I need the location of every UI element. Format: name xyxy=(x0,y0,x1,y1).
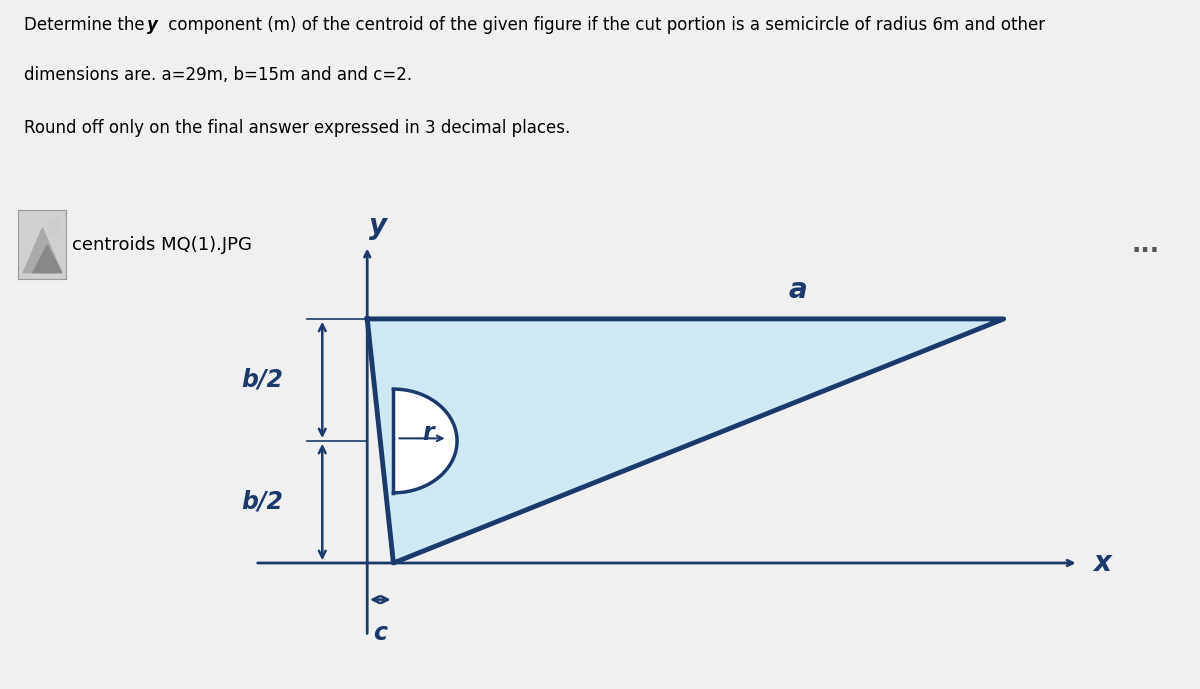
Text: x: x xyxy=(1093,549,1111,577)
Text: ...: ... xyxy=(1132,233,1160,256)
Text: y: y xyxy=(148,17,158,34)
Text: a: a xyxy=(788,276,808,304)
Polygon shape xyxy=(367,319,1003,563)
Text: r: r xyxy=(422,421,433,445)
Circle shape xyxy=(48,219,60,236)
Polygon shape xyxy=(394,389,457,493)
Text: component (m) of the centroid of the given figure if the cut portion is a semici: component (m) of the centroid of the giv… xyxy=(162,17,1045,34)
Text: y: y xyxy=(370,212,388,240)
Text: Round off only on the final answer expressed in 3 decimal places.: Round off only on the final answer expre… xyxy=(24,119,570,136)
Text: Determine the: Determine the xyxy=(24,17,150,34)
Text: b/2: b/2 xyxy=(241,368,283,392)
Text: centroids MQ(1).JPG: centroids MQ(1).JPG xyxy=(72,236,252,254)
Text: dimensions are. a=29m, b=15m and and c=2.: dimensions are. a=29m, b=15m and and c=2… xyxy=(24,66,412,85)
Text: c: c xyxy=(373,621,388,645)
Text: b/2: b/2 xyxy=(241,490,283,514)
